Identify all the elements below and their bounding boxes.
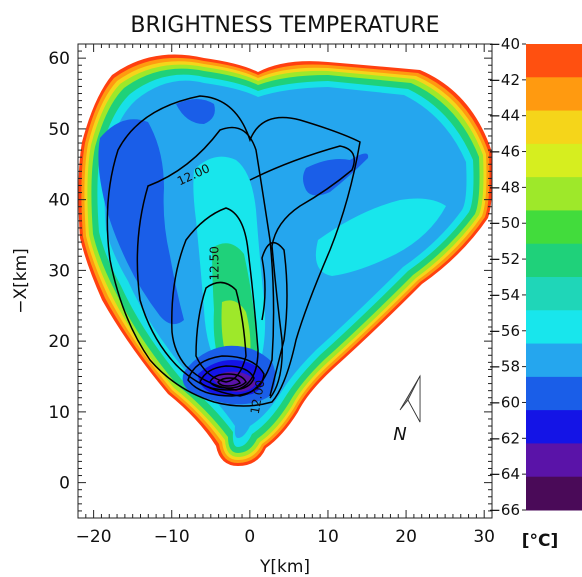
colorbar-unit-label: [°C] <box>522 531 559 551</box>
y-tick-label: 60 <box>48 49 70 69</box>
colorbar: −40 −42 −44 −46 −48 −50 −52 −54 −56 −58 −60 −62 −64 −… <box>488 35 582 519</box>
colorbar-cell <box>526 376 582 411</box>
colorbar-tick-label: −52 <box>488 250 520 268</box>
contour-label: 12.00 <box>248 379 268 415</box>
field-blue-west <box>98 119 184 325</box>
colorbar-tick-label: −44 <box>488 107 520 125</box>
colorbar-cell <box>526 310 582 345</box>
colorbar-tick-label: −42 <box>488 71 520 89</box>
field-lime-core <box>221 300 251 360</box>
contour-line-12b <box>261 241 288 397</box>
contour-line-core-3 <box>209 373 247 389</box>
contour-line-inner-a <box>195 281 247 383</box>
colorbar-cell <box>526 343 582 378</box>
plot-frame <box>77 43 493 519</box>
colorbar-tick-label: −40 <box>488 35 520 53</box>
colorbar-cell <box>526 44 582 78</box>
y-tick-label: 30 <box>48 261 70 281</box>
colorbar-cell <box>526 476 582 511</box>
colorbar-cell <box>526 77 582 112</box>
y-tick-label: 10 <box>48 403 70 423</box>
colorbar-tick-label: −54 <box>488 286 520 304</box>
contour-line-12a <box>136 126 275 397</box>
y-tick-label: 50 <box>48 120 70 140</box>
colorbar-tick-label: −64 <box>488 465 520 483</box>
colorbar-tick-label: −62 <box>488 429 520 447</box>
colorbar-cell <box>526 143 582 178</box>
colorbar-tick-label: −48 <box>488 178 520 196</box>
field-blue-north <box>176 99 215 124</box>
north-arrow-highlight <box>407 375 421 423</box>
x-tick-label: 10 <box>317 527 339 547</box>
colorbar-cell <box>526 443 582 478</box>
colorbar-cell <box>526 110 582 145</box>
contour-line-core-1 <box>187 355 265 397</box>
contour-line-125 <box>171 207 259 391</box>
x-tick-label: 30 <box>473 527 495 547</box>
height-contours <box>106 95 361 407</box>
y-axis-ticks: 0 10 20 30 40 50 60 <box>48 43 492 519</box>
colorbar-tick-label: −50 <box>488 214 520 232</box>
colorbar-cell <box>526 410 582 444</box>
contour-line-core-4 <box>217 377 241 387</box>
colorbar-tick-label: −56 <box>488 322 520 340</box>
field-cyan-east <box>315 198 446 276</box>
colorbar-tick-label: −58 <box>488 358 520 376</box>
y-tick-label: 0 <box>59 474 70 494</box>
colorbar-tick-label: −66 <box>488 501 520 519</box>
x-tick-label: 0 <box>244 527 255 547</box>
contour-line-core-2 <box>199 365 255 391</box>
x-tick-label: 20 <box>395 527 417 547</box>
colorbar-tick-label: −60 <box>488 393 520 411</box>
colorbar-cell <box>526 210 582 245</box>
y-tick-label: 40 <box>48 191 70 211</box>
x-tick-label: −10 <box>154 527 190 547</box>
north-arrow: N <box>393 374 421 445</box>
north-arrow-label: N <box>393 424 406 445</box>
chart-title: BRIGHTNESS TEMPERATURE <box>130 13 439 38</box>
contour-line-east-lobe <box>249 145 355 399</box>
colorbar-cell <box>526 243 582 278</box>
contour-line-outer <box>106 95 361 407</box>
colorbar-cell <box>526 277 582 311</box>
x-tick-label: −20 <box>76 527 112 547</box>
colorbar-cell <box>526 177 582 211</box>
field-blue-east <box>303 153 369 196</box>
x-axis-label: Y[km] <box>259 557 310 577</box>
colorbar-tick-label: −46 <box>488 143 520 161</box>
y-tick-label: 20 <box>48 332 70 352</box>
x-axis-ticks: −20 −10 0 10 20 30 <box>76 44 495 547</box>
y-axis-label: −X[km] <box>11 248 31 314</box>
contour-label: 12.50 <box>208 246 222 280</box>
